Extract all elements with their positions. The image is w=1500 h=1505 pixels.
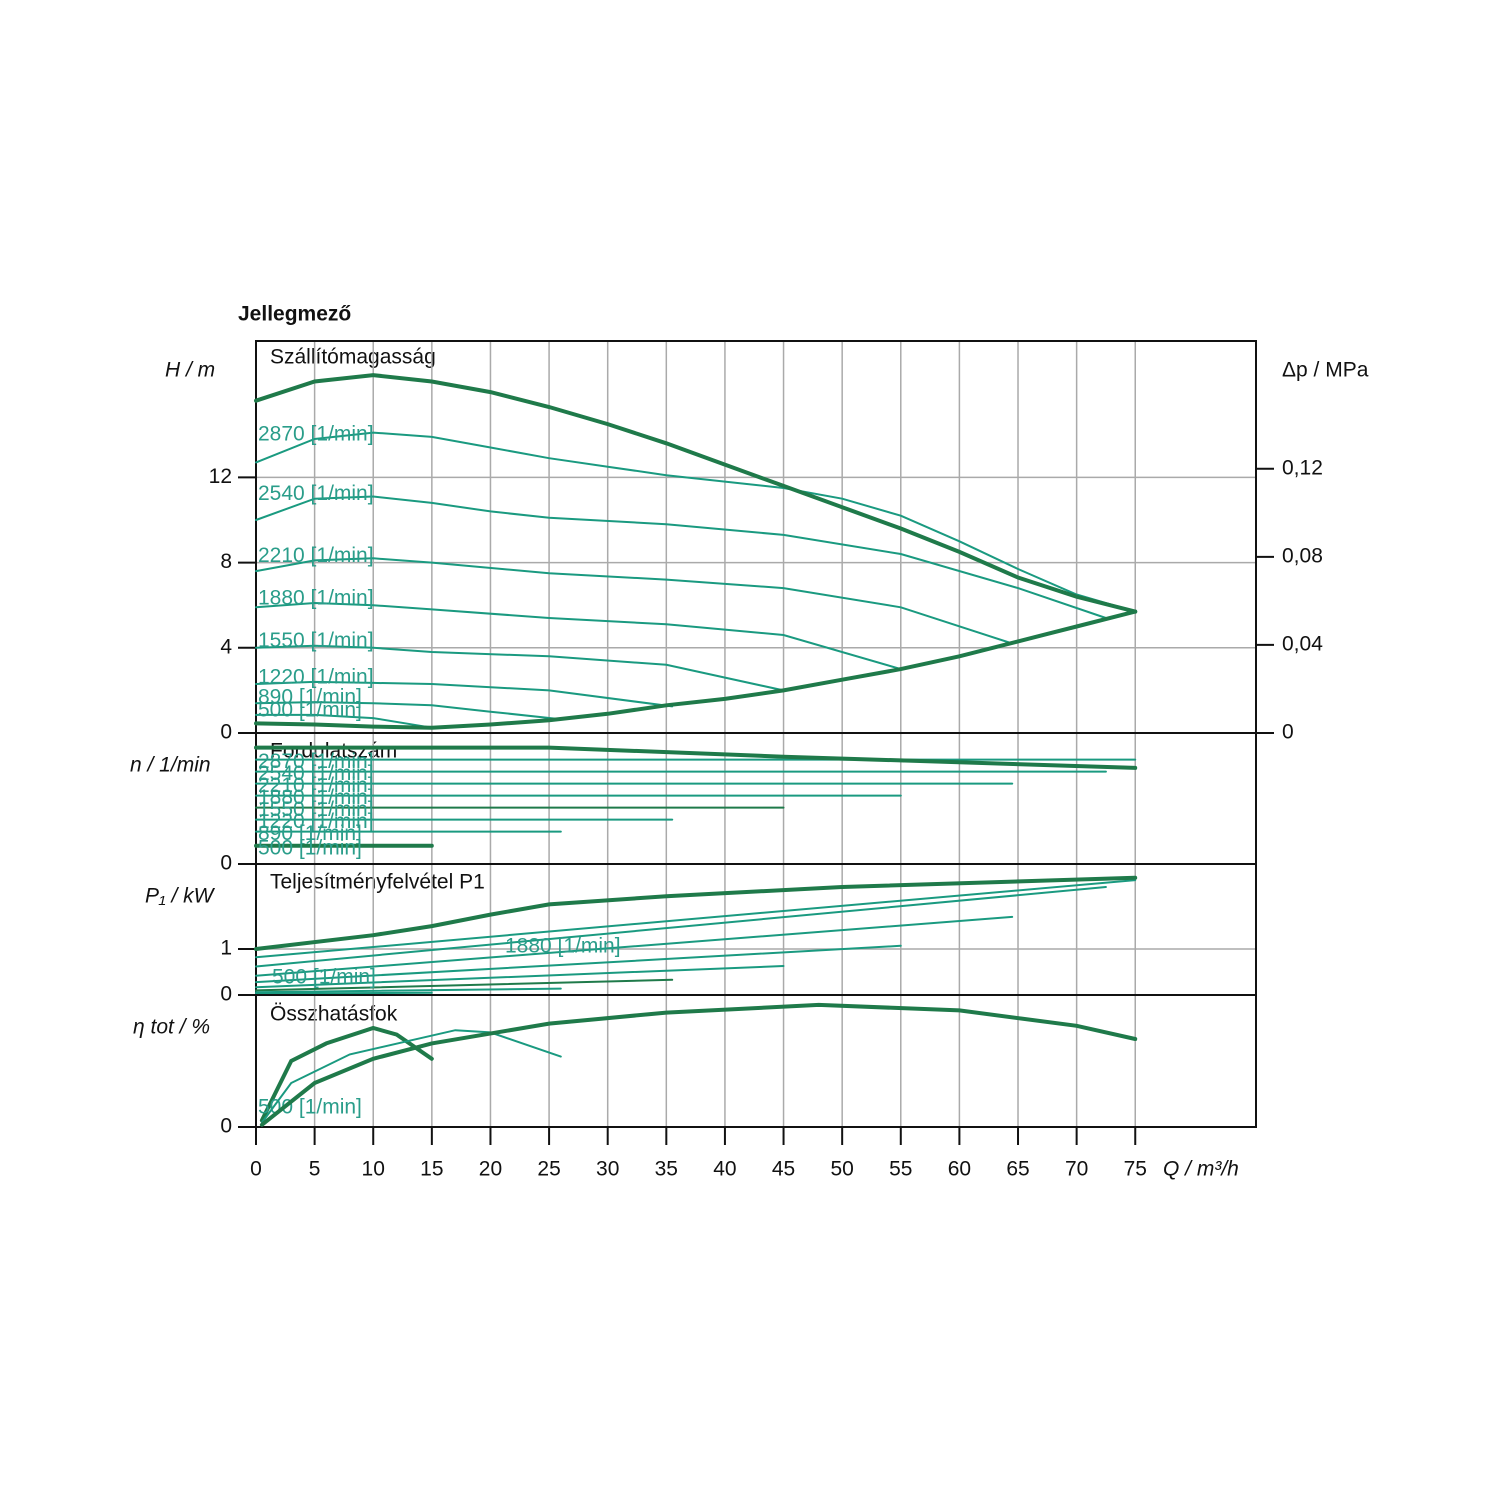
y-tick-label: 0 <box>220 983 232 1006</box>
x-tick-label: 5 <box>309 1158 321 1181</box>
panel-title: Szállítómagasság <box>270 346 436 369</box>
curve <box>255 601 902 671</box>
y-tick-label: 1 <box>220 937 232 960</box>
curve <box>255 495 1107 619</box>
panel-frame <box>255 340 1257 734</box>
y-axis-label: P₁ / kW <box>145 885 216 908</box>
curve-label: 500 [1/min] <box>258 1096 362 1119</box>
curve <box>255 701 562 721</box>
curve <box>255 965 785 989</box>
x-tick-label: 50 <box>830 1158 853 1181</box>
curve <box>254 745 1138 770</box>
curve-label: 2870 [1/min] <box>258 750 374 773</box>
x-tick-label: 0 <box>250 1158 262 1181</box>
curve-label: 2210 [1/min] <box>258 774 374 797</box>
x-axis-label: Q / m³/h <box>1163 1158 1239 1181</box>
curve-label: 1550 [1/min] <box>258 798 374 821</box>
curve <box>254 373 1138 614</box>
curve <box>260 1029 562 1124</box>
y2-tick-label: 0 <box>1282 721 1294 744</box>
y2-axis-label: Δp / MPa <box>1282 359 1369 382</box>
curve-label: 1220 [1/min] <box>258 810 374 833</box>
y-tick-label: 4 <box>220 635 232 658</box>
y2-tick-label: 0,08 <box>1282 544 1323 567</box>
x-tick-label: 55 <box>889 1158 912 1181</box>
curve <box>255 713 433 729</box>
x-tick-label: 40 <box>713 1158 736 1181</box>
curve <box>255 991 433 995</box>
x-tick-label: 30 <box>596 1158 619 1181</box>
x-tick-label: 45 <box>772 1158 795 1181</box>
y-axis-label: H / m <box>165 359 215 382</box>
curve <box>259 1002 1138 1127</box>
chart-title: Jellegmező <box>238 303 351 326</box>
curve <box>255 915 1014 977</box>
curve-label: 1220 [1/min] <box>258 665 374 688</box>
curve <box>259 1025 434 1123</box>
panel-title: Fordulatszám <box>270 740 397 763</box>
curve-label: 1880 [1/min] <box>258 587 374 610</box>
curve-label: 500 [1/min] <box>258 836 362 859</box>
x-tick-label: 70 <box>1065 1158 1088 1181</box>
x-tick-label: 15 <box>420 1158 443 1181</box>
curve-label: 500 [1/min] <box>272 966 376 989</box>
panel-title: Teljesítményfelvétel P1 <box>270 871 485 894</box>
curve <box>255 886 1107 968</box>
y-tick-label: 0 <box>220 721 232 744</box>
panel-frame <box>255 994 1257 1128</box>
curve <box>255 644 785 692</box>
y-tick-label: 0 <box>220 1115 232 1138</box>
curve-label: 1880 [1/min] <box>258 786 374 809</box>
x-tick-label: 60 <box>948 1158 971 1181</box>
y-tick-label: 0 <box>220 852 232 875</box>
curve-label: 2540 [1/min] <box>258 482 374 505</box>
curve-label: 2540 [1/min] <box>258 762 374 785</box>
curve <box>255 431 1137 613</box>
curve <box>254 875 1138 951</box>
curve-label: 1880 [1/min] <box>505 935 621 958</box>
y-tick-label: 12 <box>209 465 232 488</box>
panel-title: Összhatásfok <box>270 1003 398 1026</box>
y2-tick-label: 0,12 <box>1282 456 1323 479</box>
y-axis-label: η tot / % <box>133 1016 210 1039</box>
curve <box>255 944 902 984</box>
x-tick-label: 25 <box>537 1158 560 1181</box>
curve-label: 2210 [1/min] <box>258 544 374 567</box>
curve-label: 2870 [1/min] <box>258 423 374 446</box>
x-tick-label: 75 <box>1124 1158 1147 1181</box>
x-tick-label: 65 <box>1006 1158 1029 1181</box>
curve-label: 500 [1/min] <box>258 698 362 721</box>
curve <box>255 557 1014 645</box>
curve <box>254 609 1138 730</box>
curve <box>255 879 1137 959</box>
curve-label: 890 [1/min] <box>258 686 362 709</box>
curve <box>255 978 674 992</box>
y-axis-label: n / 1/min <box>130 754 211 777</box>
curve <box>255 987 562 994</box>
curve-label: 890 [1/min] <box>258 822 362 845</box>
curve <box>255 680 674 708</box>
x-tick-label: 20 <box>479 1158 502 1181</box>
x-tick-label: 10 <box>362 1158 385 1181</box>
x-tick-label: 35 <box>655 1158 678 1181</box>
curve-label: 1550 [1/min] <box>258 629 374 652</box>
y-tick-label: 8 <box>220 550 232 573</box>
y2-tick-label: 0,04 <box>1282 632 1323 655</box>
